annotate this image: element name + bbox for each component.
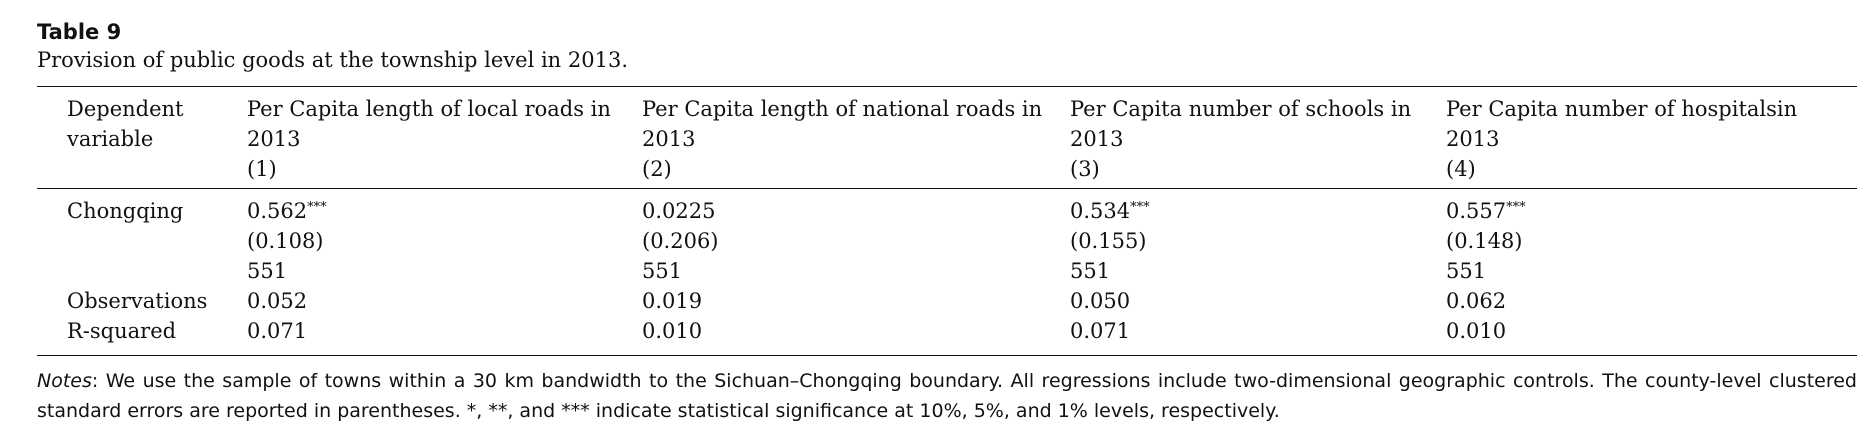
- values-column-4: 0.557*** (0.148) 551 0.062 0.010: [1446, 196, 1857, 346]
- count-cell: 551: [1446, 259, 1487, 283]
- significance-stars: ***: [1506, 200, 1526, 215]
- values-column-3: 0.534*** (0.155) 551 0.050 0.071: [1070, 196, 1446, 346]
- r-squared-cell: 0.071: [247, 319, 308, 343]
- row-label-chongqing: Chongqing: [67, 199, 184, 223]
- header-column-4: Per Capita number of hospitalsin 2013 (4…: [1446, 97, 1798, 181]
- row-labels: Chongqing Observations R-squared: [37, 196, 247, 346]
- standard-error-cell: (0.108): [247, 229, 324, 253]
- count-cell: 551: [247, 259, 288, 283]
- row-label-observations: Observations: [67, 289, 208, 313]
- coefficient-cell: 0.534***: [1070, 199, 1150, 223]
- coefficient-cell: 0.0225: [642, 199, 716, 223]
- header-dependent-variable: Dependent variable: [67, 97, 184, 151]
- table-top-rule: [37, 86, 1857, 87]
- table-container: Table 9 Provision of public goods at the…: [37, 18, 1857, 426]
- r-squared-cell: 0.071: [1070, 319, 1131, 343]
- table-caption: Provision of public goods at the townshi…: [37, 48, 629, 72]
- header-column-2: Per Capita length of national roads in 2…: [642, 97, 1043, 181]
- notes-label: Notes: [37, 370, 92, 392]
- row-label-r-squared: R-squared: [67, 319, 177, 343]
- notes-text: : We use the sample of towns within a 30…: [37, 370, 1857, 422]
- standard-error-cell: (0.148): [1446, 229, 1523, 253]
- table-header-row: Dependent variable Per Capita length of …: [37, 87, 1857, 188]
- table-header-rule: [37, 188, 1857, 189]
- r-squared-cell: 0.010: [642, 319, 703, 343]
- table-label: Table 9: [37, 20, 122, 44]
- header-column-1: Per Capita length of local roads in 2013…: [247, 97, 611, 181]
- significance-stars: ***: [1130, 200, 1150, 215]
- table-notes: Notes: We use the sample of towns within…: [37, 366, 1857, 426]
- table-body: Chongqing Observations R-squared 0.562**…: [37, 189, 1857, 355]
- standard-error-cell: (0.206): [642, 229, 719, 253]
- count-cell: 551: [642, 259, 683, 283]
- coefficient-cell: 0.562***: [247, 199, 327, 223]
- table-bottom-rule: [37, 355, 1857, 356]
- significance-stars: ***: [307, 200, 327, 215]
- count-cell: 551: [1070, 259, 1111, 283]
- r-squared-cell: 0.010: [1446, 319, 1507, 343]
- observations-cell: 0.052: [247, 289, 308, 313]
- coefficient-cell: 0.557***: [1446, 199, 1526, 223]
- observations-cell: 0.019: [642, 289, 703, 313]
- standard-error-cell: (0.155): [1070, 229, 1147, 253]
- observations-cell: 0.050: [1070, 289, 1131, 313]
- observations-cell: 0.062: [1446, 289, 1507, 313]
- values-column-1: 0.562*** (0.108) 551 0.052 0.071: [247, 196, 642, 346]
- values-column-2: 0.0225 (0.206) 551 0.019 0.010: [642, 196, 1070, 346]
- header-column-3: Per Capita number of schools in 2013 (3): [1070, 97, 1412, 181]
